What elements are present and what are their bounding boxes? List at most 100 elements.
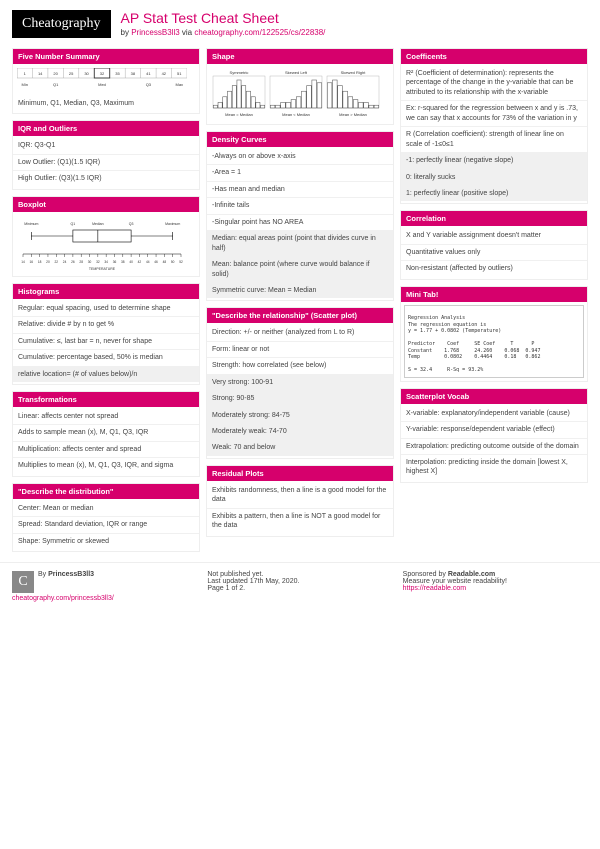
svg-text:35: 35	[115, 71, 120, 76]
card-title: Correlation	[401, 211, 587, 226]
card-boxplot: Boxplot MinimumQ1MedianQ3Maximum14161820…	[12, 196, 200, 277]
card-describe-distribution: "Describe the distribution" Center: Mean…	[12, 483, 200, 552]
sponsor-tagline: Measure your website readability!	[403, 578, 588, 585]
card-coefficients: Coefficents R² (Coefficient of determina…	[400, 48, 588, 204]
card-title: "Describe the relationship" (Scatter plo…	[207, 308, 393, 323]
svg-text:Symmetric: Symmetric	[230, 70, 249, 75]
text-row: Mean: balance point (where curve would b…	[207, 257, 393, 283]
card-title: Five Number Summary	[13, 49, 199, 64]
boxplot-diagram: MinimumQ1MedianQ3Maximum1416182022242628…	[13, 212, 199, 276]
text-row: High Outlier: (Q3)(1.5 IQR)	[13, 171, 199, 186]
card-title: Histograms	[13, 284, 199, 299]
card-title: Scatterplot Vocab	[401, 389, 587, 404]
text-row: Symmetric curve: Mean = Median	[207, 283, 393, 298]
card-residual-plots: Residual Plots Exhibits randomness, then…	[206, 465, 394, 537]
text-row: Very strong: 100-91	[207, 375, 393, 391]
text-row: Exhibits randomness, then a line is a go…	[207, 483, 393, 509]
author-link[interactable]: PrincessB3ll3	[131, 28, 179, 37]
svg-text:18: 18	[38, 260, 42, 264]
sponsor-prefix: Sponsored by	[403, 571, 448, 578]
column-1: Five Number Summary 11420253032353841425…	[12, 48, 200, 552]
svg-text:Mean = Median: Mean = Median	[225, 112, 253, 117]
footer-author: C By PrincessB3ll3 cheatography.com/prin…	[12, 571, 197, 602]
svg-text:38: 38	[131, 71, 136, 76]
text-row: Center: Mean or median	[13, 501, 199, 517]
page-footer: C By PrincessB3ll3 cheatography.com/prin…	[0, 562, 600, 610]
svg-text:16: 16	[30, 260, 34, 264]
site-logo[interactable]: Cheatography	[12, 10, 111, 38]
text-row: Weak: 70 and below	[207, 440, 393, 455]
svg-text:Median: Median	[92, 222, 104, 226]
text-row: -Singular point has NO AREA	[207, 215, 393, 231]
text-row: Moderately strong: 84-75	[207, 408, 393, 424]
text-row: 1: perfectly linear (positive slope)	[401, 186, 587, 201]
footer-sponsor: Sponsored by Readable.com Measure your w…	[403, 571, 588, 602]
card-shape: Shape SymmetricMean = MedianSkewed LeftM…	[206, 48, 394, 125]
text-row: Interpolation: predicting inside the dom…	[401, 455, 587, 480]
text-row: -Has mean and median	[207, 182, 393, 198]
text-row: Median: equal areas point (point that di…	[207, 231, 393, 257]
card-correlation: Correlation X and Y variable assignment …	[400, 210, 588, 279]
publish-date: Last updated 17th May, 2020.	[207, 578, 392, 585]
svg-text:Q3: Q3	[129, 222, 134, 226]
text-row: relative location= (# of values below)/n	[13, 367, 199, 382]
svg-text:14: 14	[38, 71, 43, 76]
text-row: Shape: Symmetric or skewed	[13, 534, 199, 549]
cheatography-icon: C	[12, 571, 34, 593]
svg-text:Mean < Median: Mean < Median	[282, 112, 310, 117]
text-row: R² (Coefficient of determination): repre…	[401, 66, 587, 101]
text-row: Linear: affects center not spread	[13, 409, 199, 425]
minitab-output: Regression Analysis The regression equat…	[404, 305, 584, 378]
text-row: X and Y variable assignment doesn't matt…	[401, 228, 587, 244]
card-scatter-relationship: "Describe the relationship" (Scatter plo…	[206, 307, 394, 459]
svg-text:32: 32	[96, 260, 100, 264]
text-row: IQR: Q3-Q1	[13, 138, 199, 154]
column-2: Shape SymmetricMean = MedianSkewed LeftM…	[206, 48, 394, 552]
text-row: R (Correlation coefficient): strength of…	[401, 127, 587, 153]
svg-text:25: 25	[69, 71, 74, 76]
via-text: via	[180, 28, 195, 37]
text-row: Non-resistant (affected by outliers)	[401, 261, 587, 276]
svg-text:20: 20	[46, 260, 50, 264]
svg-text:52: 52	[179, 260, 183, 264]
svg-text:32: 32	[100, 71, 105, 76]
content-columns: Five Number Summary 11420253032353841425…	[0, 44, 600, 556]
page-number: Page 1 of 2.	[207, 585, 392, 592]
svg-text:Med: Med	[98, 82, 106, 87]
card-five-number-summary: Five Number Summary 11420253032353841425…	[12, 48, 200, 114]
svg-text:TEMPERATURE: TEMPERATURE	[89, 267, 116, 271]
svg-text:44: 44	[146, 260, 150, 264]
text-row: Form: linear or not	[207, 342, 393, 358]
text-row: Strength: how correlated (see below)	[207, 358, 393, 374]
five-number-table: 114202530323538414251MinQ1MedQ3Max	[13, 64, 199, 94]
svg-text:42: 42	[138, 260, 142, 264]
svg-text:28: 28	[79, 260, 83, 264]
card-title: IQR and Outliers	[13, 121, 199, 136]
card-density-curves: Density Curves -Always on or above x-axi…	[206, 131, 394, 301]
svg-text:22: 22	[54, 260, 58, 264]
card-title: Coefficents	[401, 49, 587, 64]
text-row: Cumulative: percentage based, 50% is med…	[13, 350, 199, 366]
card-title: Mini Tab!	[401, 287, 587, 302]
svg-text:14: 14	[21, 260, 25, 264]
shape-diagrams: SymmetricMean = MedianSkewed LeftMean < …	[207, 64, 393, 124]
card-title: Density Curves	[207, 132, 393, 147]
card-title: Residual Plots	[207, 466, 393, 481]
text-row: -1: perfectly linear (negative slope)	[401, 153, 587, 169]
page-header: Cheatography AP Stat Test Cheat Sheet by…	[0, 0, 600, 44]
card-title: Transformations	[13, 392, 199, 407]
by-prefix: by	[121, 28, 132, 37]
svg-text:Q1: Q1	[71, 222, 76, 226]
text-row: Multiplication: affects center and sprea…	[13, 442, 199, 458]
footer-author-name: PrincessB3ll3	[48, 571, 94, 578]
by-label: By	[38, 571, 48, 578]
text-row: X-variable: explanatory/independent vari…	[401, 406, 587, 422]
text-row: Exhibits a pattern, then a line is NOT a…	[207, 509, 393, 534]
svg-text:36: 36	[113, 260, 117, 264]
svg-text:Min: Min	[22, 82, 28, 87]
svg-text:Q1: Q1	[53, 82, 59, 87]
source-link[interactable]: cheatography.com/122525/cs/22838/	[194, 28, 325, 37]
profile-link[interactable]: cheatography.com/princessb3ll3/	[12, 595, 114, 602]
svg-text:Max: Max	[175, 82, 183, 87]
sponsor-link[interactable]: https://readable.com	[403, 585, 466, 592]
